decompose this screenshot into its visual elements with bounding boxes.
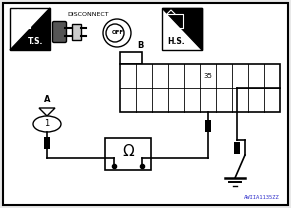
Bar (162, 8, 202, 50)
Bar (105, 138, 151, 170)
Bar (120, 52, 142, 64)
Circle shape (106, 24, 124, 42)
Text: 35: 35 (204, 73, 212, 79)
Bar (72, 24, 81, 40)
Text: AWIIA1135ZZ: AWIIA1135ZZ (244, 195, 280, 200)
Polygon shape (162, 8, 202, 50)
Ellipse shape (33, 116, 61, 132)
Text: A: A (44, 95, 50, 104)
Bar (234, 142, 240, 154)
FancyBboxPatch shape (52, 21, 67, 42)
Text: H.S.: H.S. (167, 37, 185, 47)
Bar (10, 8, 50, 50)
Polygon shape (39, 108, 55, 116)
Bar (205, 120, 211, 132)
Bar (120, 64, 280, 112)
Circle shape (103, 19, 131, 47)
Polygon shape (10, 8, 50, 50)
Text: OFF: OFF (112, 31, 124, 36)
Text: DISCONNECT: DISCONNECT (67, 11, 109, 16)
Text: B: B (137, 41, 143, 50)
Text: 1: 1 (44, 120, 50, 129)
Text: Ω: Ω (122, 145, 134, 160)
Bar (44, 137, 50, 149)
Text: T.S.: T.S. (28, 37, 44, 47)
